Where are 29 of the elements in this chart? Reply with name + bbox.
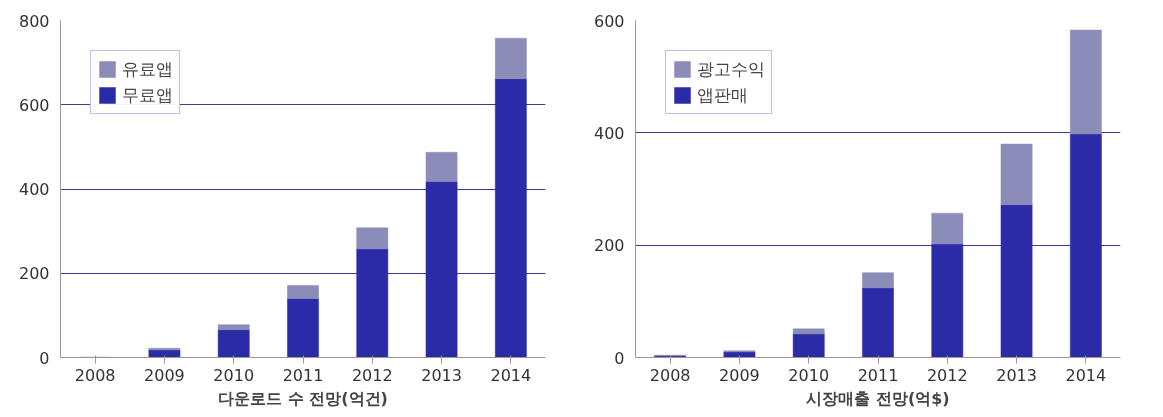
x-tick-label: 2008 bbox=[74, 365, 116, 385]
x-tick-label: 2013 bbox=[996, 365, 1037, 385]
y-tick-label: 600 bbox=[593, 11, 625, 31]
y-tick-label: 400 bbox=[18, 180, 50, 199]
x-tick-label: 2014 bbox=[1065, 365, 1107, 385]
legend-label: 무료앱 bbox=[122, 84, 173, 107]
x-tick-label: 2010 bbox=[213, 365, 255, 385]
y-tick-label: 600 bbox=[18, 95, 50, 115]
x-tick-label: 2014 bbox=[490, 365, 532, 385]
x-tick-label: 2013 bbox=[421, 365, 462, 385]
legend-label: 광고수익 bbox=[697, 58, 765, 81]
legend-label: 앱판매 bbox=[697, 84, 748, 107]
x-tick-label: 2010 bbox=[788, 365, 830, 385]
y-tick-label: 0 bbox=[614, 348, 625, 368]
y-tick-label: 800 bbox=[18, 11, 50, 31]
y-tick-label: 0 bbox=[39, 348, 50, 368]
x-tick-label: 2008 bbox=[649, 365, 691, 385]
x-tick-label: 2011 bbox=[282, 365, 324, 385]
legend-label: 유료앱 bbox=[122, 58, 173, 81]
x-axis-title: 다운로드 수 전망(억건) bbox=[218, 388, 388, 408]
x-axis-title: 시장매출 전망(억$) bbox=[806, 388, 950, 408]
x-tick-label: 2009 bbox=[144, 365, 185, 385]
x-tick-label: 2012 bbox=[926, 365, 968, 385]
y-tick-label: 200 bbox=[18, 264, 50, 284]
y-tick-label: 400 bbox=[593, 123, 625, 143]
y-tick-label: 200 bbox=[593, 236, 625, 256]
x-tick-label: 2009 bbox=[719, 365, 760, 385]
x-tick-label: 2012 bbox=[351, 365, 393, 385]
x-tick-label: 2011 bbox=[857, 365, 899, 385]
